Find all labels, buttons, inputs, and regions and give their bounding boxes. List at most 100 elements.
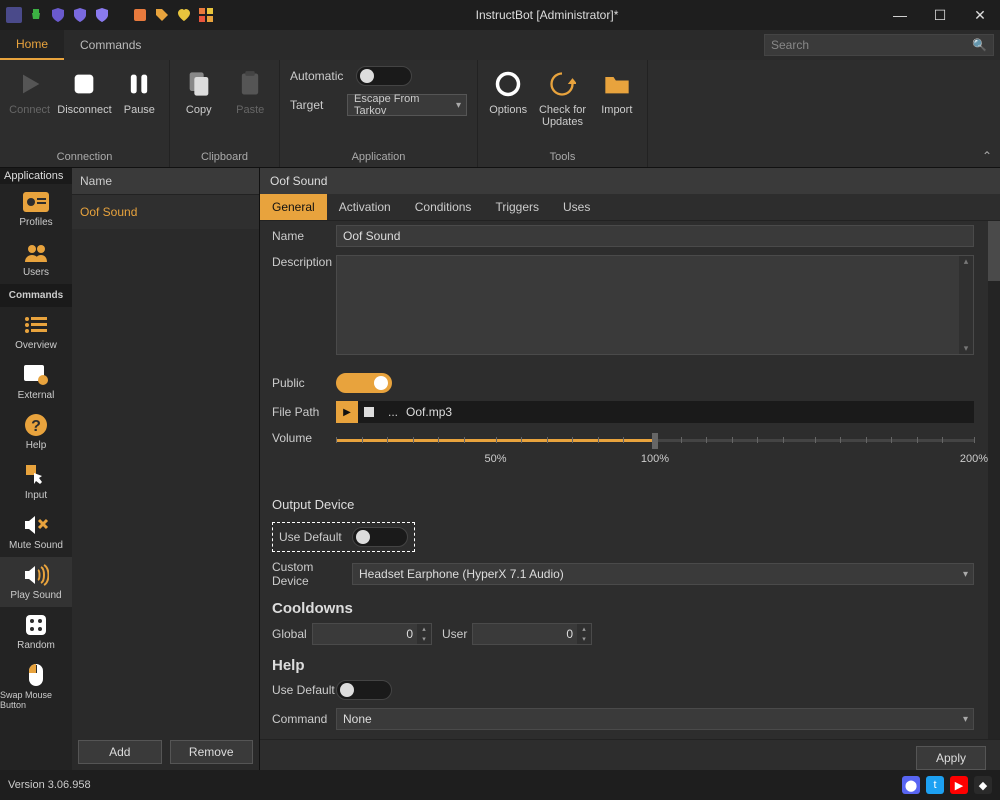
cursor-icon — [22, 463, 50, 487]
paste-icon — [234, 68, 266, 100]
tab-conditions[interactable]: Conditions — [403, 194, 484, 220]
tab-uses[interactable]: Uses — [551, 194, 602, 220]
public-toggle[interactable] — [336, 373, 392, 393]
list-icon — [22, 313, 50, 337]
check-updates-button[interactable]: Check for Updates — [536, 64, 588, 128]
ribbon-group-clipboard: Copy Paste Clipboard — [170, 60, 280, 167]
disconnect-button[interactable]: Disconnect — [57, 64, 111, 116]
ribbon: Connect Disconnect Pause Connection Copy… — [0, 60, 1000, 168]
volume-slider[interactable]: 50%100%200% — [336, 431, 974, 471]
titlebar-icons — [0, 7, 214, 23]
shield1-icon — [50, 7, 66, 23]
output-use-default-toggle[interactable] — [352, 527, 408, 547]
main-area: Applications Profiles Users Commands Ove… — [0, 168, 1000, 770]
sidebar-item-swap-mouse[interactable]: Swap Mouse Button — [0, 657, 72, 716]
tab-activation[interactable]: Activation — [327, 194, 403, 220]
window-gear-icon — [22, 363, 50, 387]
stop-icon[interactable] — [358, 401, 380, 423]
scrollbar[interactable] — [988, 221, 1000, 739]
maximize-button[interactable]: ☐ — [920, 0, 960, 30]
copy-button[interactable]: Copy — [174, 64, 224, 116]
help-command-dropdown[interactable]: None — [336, 708, 974, 730]
plug-icon — [28, 7, 44, 23]
refresh-icon — [546, 68, 578, 100]
sidebar-item-users[interactable]: Users — [0, 234, 72, 284]
options-button[interactable]: Options — [482, 64, 534, 116]
paste-button[interactable]: Paste — [226, 64, 276, 116]
tab-home[interactable]: Home — [0, 30, 64, 60]
tab-triggers[interactable]: Triggers — [483, 194, 551, 220]
sidebar-item-help[interactable]: ? Help — [0, 407, 72, 457]
ribbon-group-connection: Connect Disconnect Pause Connection — [0, 60, 170, 167]
close-button[interactable]: ✕ — [960, 0, 1000, 30]
sidebar-item-commands[interactable]: Commands — [0, 284, 72, 307]
editor-panel: Oof Sound General Activation Conditions … — [260, 168, 1000, 770]
ribbon-group-tools: Options Check for Updates Import Tools — [478, 60, 648, 167]
target-dropdown[interactable]: Escape From Tarkov — [347, 94, 467, 116]
remove-button[interactable]: Remove — [170, 740, 254, 764]
global-cooldown-input[interactable]: 0▴▾ — [312, 623, 432, 645]
pause-button[interactable]: Pause — [114, 64, 165, 116]
tab-general[interactable]: General — [260, 194, 327, 220]
sidebar-item-profiles[interactable]: Profiles — [0, 184, 72, 234]
automatic-toggle[interactable] — [356, 66, 412, 86]
question-icon: ? — [22, 413, 50, 437]
import-button[interactable]: Import — [591, 64, 643, 116]
custom-device-dropdown[interactable]: Headset Earphone (HyperX 7.1 Audio) — [352, 563, 974, 585]
user-cooldown-input[interactable]: 0▴▾ — [472, 623, 592, 645]
ribbon-group-application: Automatic Target Escape From Tarkov Appl… — [280, 60, 478, 167]
orange1-icon — [132, 7, 148, 23]
command-list: Name Oof Sound Add Remove — [72, 168, 260, 770]
list-header: Name — [72, 168, 259, 195]
use-default-focus: Use Default — [272, 522, 415, 552]
name-input[interactable]: Oof Sound — [336, 225, 974, 247]
status-bar: Version 3.06.958 ⬤ t ▶ ◆ — [0, 770, 1000, 800]
editor-title: Oof Sound — [260, 168, 1000, 194]
twitter-icon[interactable]: t — [926, 776, 944, 794]
gear-icon — [492, 68, 524, 100]
help-use-default-toggle[interactable] — [336, 680, 392, 700]
heart-icon — [176, 7, 192, 23]
search-input[interactable]: Search 🔍 — [764, 34, 994, 56]
version-label: Version 3.06.958 — [8, 779, 91, 791]
tab-commands[interactable]: Commands — [64, 30, 157, 60]
dice-icon — [22, 613, 50, 637]
id-card-icon — [22, 190, 50, 214]
speaker-icon — [22, 563, 50, 587]
list-item[interactable]: Oof Sound — [72, 195, 259, 229]
play-icon — [14, 68, 46, 100]
title-bar: InstructBot [Administrator]* — ☐ ✕ — [0, 0, 1000, 30]
output-device-header: Output Device — [260, 491, 1000, 518]
ribbon-collapse-icon[interactable]: ⌃ — [982, 149, 992, 163]
minimize-button[interactable]: — — [880, 0, 920, 30]
textarea-scroll[interactable]: ▴▾ — [959, 256, 973, 354]
svg-text:?: ? — [31, 418, 41, 435]
sidebar-item-random[interactable]: Random — [0, 607, 72, 657]
menu-row: Home Commands Search 🔍 — [0, 30, 1000, 60]
sidebar-item-external[interactable]: External — [0, 357, 72, 407]
apply-button[interactable]: Apply — [916, 746, 986, 770]
description-input[interactable]: ▴▾ — [336, 255, 974, 355]
search-icon: 🔍 — [972, 38, 987, 52]
speaker-x-icon — [22, 513, 50, 537]
sidebar-item-mute[interactable]: Mute Sound — [0, 507, 72, 557]
sidebar-item-play-sound[interactable]: Play Sound — [0, 557, 72, 607]
discord-icon[interactable]: ⬤ — [902, 776, 920, 794]
window-title: InstructBot [Administrator]* — [214, 8, 880, 22]
file-path-field: ▶ ... Oof.mp3 — [336, 401, 974, 423]
play-icon[interactable]: ▶ — [336, 401, 358, 423]
stop-icon — [68, 68, 100, 100]
pause-icon — [123, 68, 155, 100]
add-button[interactable]: Add — [78, 740, 162, 764]
mouse-icon — [22, 663, 50, 687]
tag-icon — [154, 7, 170, 23]
youtube-icon[interactable]: ▶ — [950, 776, 968, 794]
users-icon — [22, 240, 50, 264]
bot-status-icon[interactable]: ◆ — [974, 776, 992, 794]
shield3-icon — [94, 7, 110, 23]
editor-tabs: General Activation Conditions Triggers U… — [260, 194, 1000, 221]
sidebar-item-input[interactable]: Input — [0, 457, 72, 507]
connect-button[interactable]: Connect — [4, 64, 55, 116]
browse-button[interactable]: ... — [380, 405, 406, 419]
sidebar-item-overview[interactable]: Overview — [0, 307, 72, 357]
